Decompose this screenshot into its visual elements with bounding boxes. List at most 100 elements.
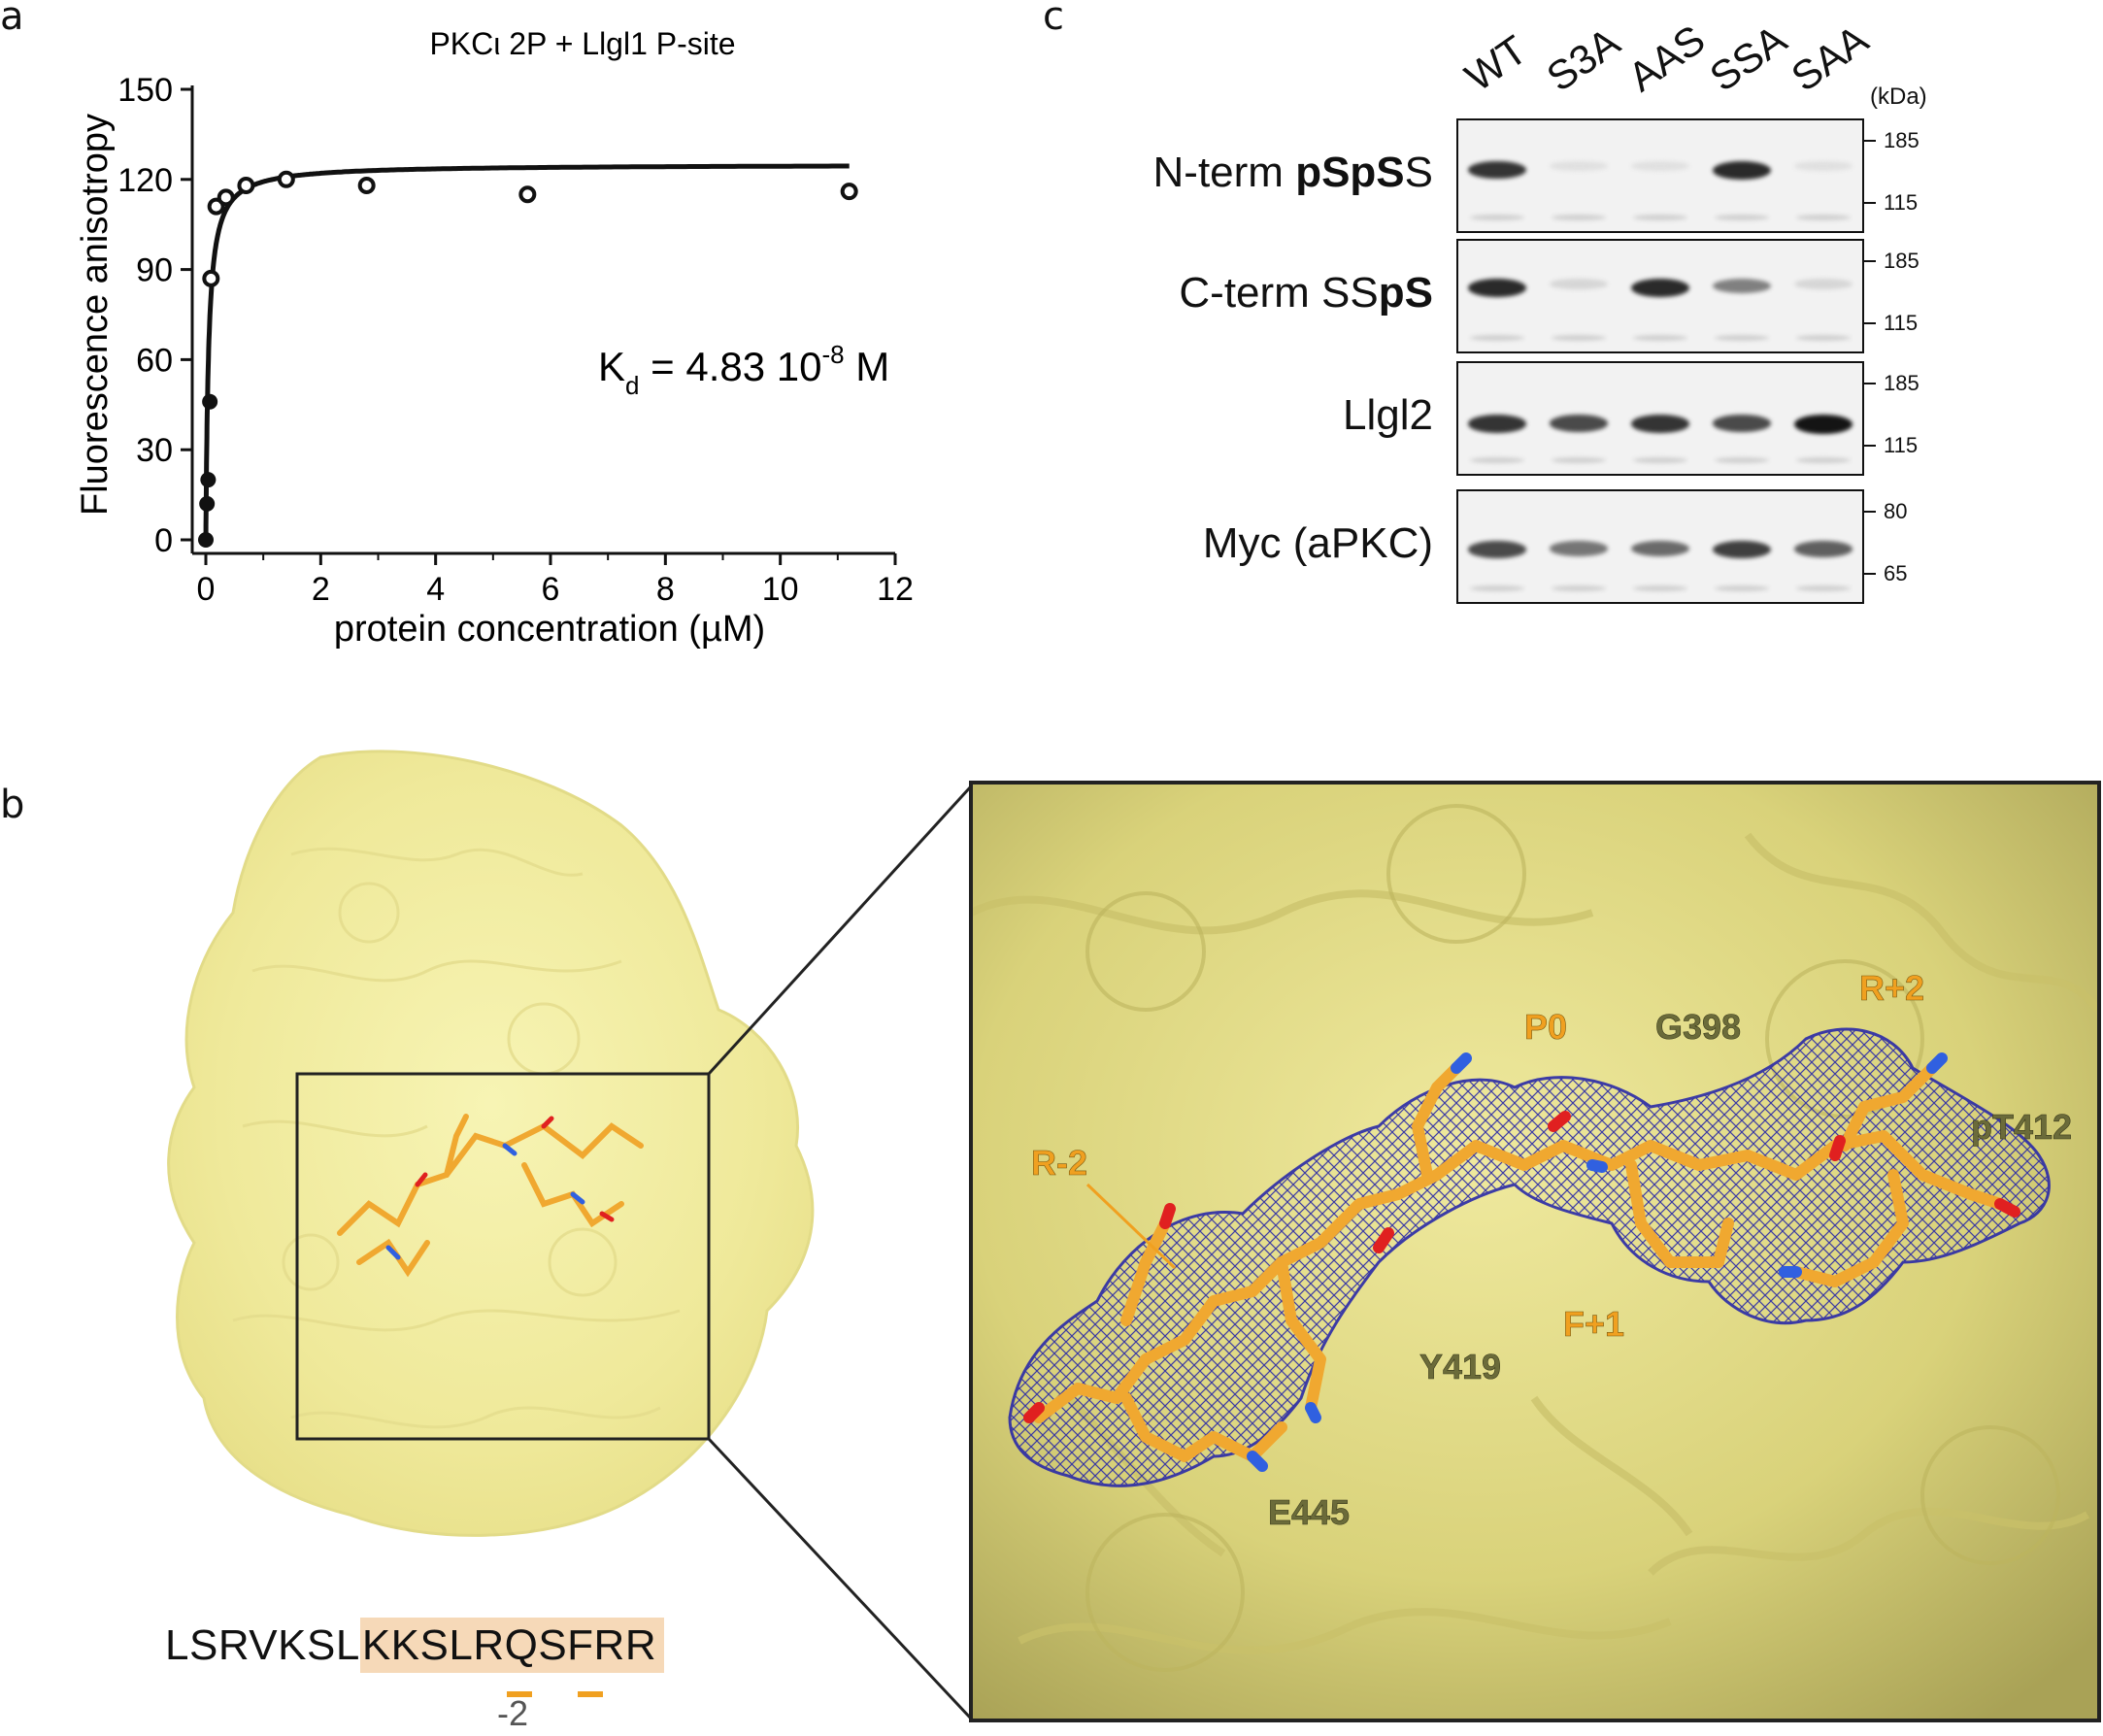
peptide-sequence: LSRVKSLKKSLRQSFRR	[165, 1618, 665, 1673]
blot-band	[1550, 541, 1608, 556]
lane-label: WT	[1456, 26, 1535, 101]
x-tick-label: 6	[542, 571, 560, 608]
x-tick-label: 8	[656, 571, 675, 608]
kd-annotation: Kd = 4.83 10-8 M	[598, 340, 889, 400]
sequence-highlight: KKSLRQSFRR	[359, 1618, 665, 1673]
x-tick-label: 0	[197, 571, 216, 608]
blot-background-band	[1470, 334, 1524, 341]
marker-tick	[1864, 140, 1876, 142]
x-tick-label: 2	[312, 571, 330, 608]
blot-membrane	[1456, 239, 1864, 353]
label-E445: E445	[1268, 1492, 1350, 1532]
marker-label: 65	[1884, 561, 1908, 585]
protein-surface-overview	[167, 750, 815, 1537]
marker-tick	[1864, 573, 1876, 575]
marker-tick	[1864, 445, 1876, 447]
kda-unit-label: (kDa)	[1870, 83, 1927, 110]
blot-band	[1713, 279, 1771, 294]
blot-band	[1631, 541, 1689, 556]
blot-band	[1468, 415, 1526, 433]
label-R-2-leader	[1085, 1183, 1177, 1270]
data-point-open	[202, 269, 220, 287]
blot-background-band	[1552, 456, 1606, 463]
data-point-open	[237, 176, 255, 194]
label-P0: P0	[1524, 1007, 1567, 1047]
data-point-open	[840, 183, 858, 201]
blot-background-band	[1715, 334, 1769, 341]
blot-background-band	[1633, 456, 1687, 463]
blot-band	[1794, 541, 1853, 557]
blot-band	[1550, 160, 1608, 172]
marker-tick	[1864, 383, 1876, 384]
panel-letter-a: a	[0, 0, 24, 39]
blot-background-band	[1715, 214, 1769, 220]
data-point-filled	[199, 495, 216, 512]
zoom-selection-box	[295, 1072, 711, 1441]
x-tick-label: 10	[762, 571, 799, 608]
blot-band	[1713, 415, 1771, 432]
gray-residue-labels: G398 pT412 Y419 E445	[1268, 1007, 2073, 1533]
blot-background-band	[1470, 584, 1524, 591]
blot-background-band	[1633, 214, 1687, 220]
x-tick-label: 12	[877, 571, 914, 608]
x-tick-label: 4	[426, 571, 445, 608]
y-axis-label: Fluorescence anisotropy	[75, 114, 116, 516]
electron-density-mesh	[1008, 1027, 2051, 1487]
panel-letter-b: b	[0, 783, 25, 827]
marker-label: 185	[1884, 249, 1919, 273]
y-tick-label: 120	[117, 162, 173, 199]
blot-membrane	[1456, 118, 1864, 233]
structure-panel: P0 R+2 R-2 F+1 G398 pT412 Y419 E445	[167, 750, 2101, 1722]
blot-background-band	[1633, 584, 1687, 591]
blot-band	[1631, 279, 1689, 298]
zoomed-structure: P0 R+2 R-2 F+1 G398 pT412 Y419 E445	[969, 781, 2101, 1722]
label-G398: G398	[1655, 1007, 1741, 1047]
blot-band	[1794, 279, 1853, 290]
blot-background-band	[1796, 334, 1851, 341]
blot-row-label: C-term SSpS	[1179, 269, 1433, 317]
blot-background-band	[1715, 584, 1769, 591]
blot-band	[1468, 279, 1526, 298]
blot-band	[1550, 415, 1608, 432]
data-point-filled	[198, 532, 214, 548]
sequence-mark-R	[507, 1691, 532, 1697]
marker-label: 115	[1884, 190, 1919, 215]
data-point-open	[217, 188, 235, 207]
blot-band	[1468, 541, 1526, 558]
blot-background-band	[1470, 214, 1524, 220]
blot-band	[1713, 160, 1771, 180]
blot-band	[1713, 541, 1771, 558]
marker-tick	[1864, 202, 1876, 204]
orange-residue-labels: P0 R+2 R-2 F+1	[1031, 968, 1925, 1345]
blot-background-band	[1715, 456, 1769, 463]
y-tick-label: 90	[136, 252, 173, 289]
label-R-2: R-2	[1031, 1143, 1087, 1183]
blot-background-band	[1796, 456, 1851, 463]
zoom-connector-bottom	[707, 1437, 973, 1720]
blot-band	[1794, 160, 1853, 172]
panel-letter-c: c	[1043, 0, 1064, 39]
blot-background-band	[1796, 214, 1851, 220]
blot-background-band	[1552, 334, 1606, 341]
lane-label: AAS	[1619, 16, 1714, 101]
blot-background-band	[1552, 584, 1606, 591]
data-point-open	[277, 170, 295, 188]
fit-curve	[203, 163, 850, 540]
blot-row-label: N-term pSpSS	[1152, 149, 1433, 196]
blot-band	[1631, 415, 1689, 433]
y-tick-label: 30	[136, 432, 173, 469]
zoom-frame	[969, 781, 2101, 1722]
data-point-open	[357, 176, 376, 194]
label-pT412: pT412	[1971, 1107, 2072, 1147]
blot-band	[1468, 160, 1526, 180]
blot-band	[1794, 415, 1853, 435]
lane-label: S3A	[1538, 18, 1628, 101]
blot-background-band	[1470, 456, 1524, 463]
sequence-position-label: -2	[497, 1693, 529, 1733]
nitrogen-atoms	[1247, 1052, 1948, 1472]
sequence-plain: LSRVKSL	[165, 1621, 360, 1669]
x-axis-label: protein concentration (µM)	[334, 609, 765, 650]
marker-label: 185	[1884, 371, 1919, 395]
label-F+1: F+1	[1563, 1304, 1624, 1344]
